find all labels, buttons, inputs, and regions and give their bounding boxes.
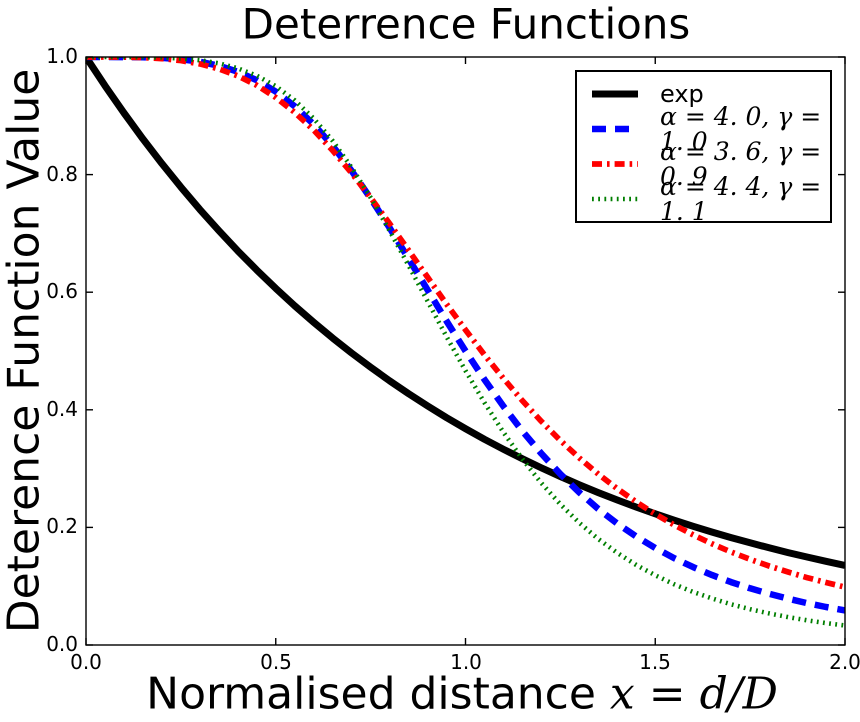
x-axis-label-text: Normalised distance <box>146 668 610 720</box>
legend-label: α = 4. 4, γ = 1. 1 <box>660 171 822 226</box>
y-tick-label-0.0: 0.0 <box>46 632 78 657</box>
legend: exp α = 4. 0, γ = 1. 0 α = 3. 6, γ = 0. … <box>575 70 832 224</box>
y-tick-label-0.4: 0.4 <box>46 397 78 422</box>
curve-alpha=4.4, gamma=1.1 <box>86 57 845 628</box>
legend-sample-solid-line <box>592 90 638 98</box>
x-axis-label: Normalised distance x = d/D <box>146 669 778 720</box>
legend-label: α = 3. 6, γ = 0. 9 <box>660 136 822 191</box>
legend-entry-alpha4.0: α = 4. 0, γ = 1. 0 <box>577 104 830 154</box>
x-tick-label-2.0: 2.0 <box>829 650 860 674</box>
legend-entry-alpha3.6: α = 3. 6, γ = 0. 9 <box>577 139 830 189</box>
legend-sample-dashdot-line <box>592 161 638 167</box>
curve-alpha=3.6, gamma=0.9 <box>86 57 845 590</box>
legend-sample-dashed-line <box>592 125 638 133</box>
axes-frame <box>85 56 846 646</box>
x-tick-label-0.0: 0.0 <box>70 650 102 674</box>
legend-entry-alpha4.4: α = 4. 4, γ = 1. 1 <box>577 174 830 224</box>
legend-sample-dotted-line <box>592 196 638 201</box>
y-tick-label-0.8: 0.8 <box>46 162 78 187</box>
x-tick-label-0.5: 0.5 <box>260 650 292 674</box>
curve-exp <box>86 57 845 569</box>
legend-label: α = 4. 0, γ = 1. 0 <box>660 102 822 157</box>
legend-entry-exp: exp <box>577 77 830 111</box>
y-axis-label: Deterence Function Value <box>0 68 50 634</box>
curve-alpha=4.0, gamma=1.0 <box>86 57 845 614</box>
y-tick-label-0.2: 0.2 <box>46 514 78 539</box>
y-tick-label-0.6: 0.6 <box>46 279 78 304</box>
x-axis-label-math: x = d/D <box>609 668 778 720</box>
y-tick-label-1.0: 1.0 <box>46 44 78 69</box>
legend-label: exp <box>660 80 704 109</box>
curves <box>86 57 845 628</box>
x-tick-label-1.5: 1.5 <box>639 650 671 674</box>
chart-title: Deterrence Functions <box>241 0 691 49</box>
x-tick-label-1.0: 1.0 <box>450 650 482 674</box>
